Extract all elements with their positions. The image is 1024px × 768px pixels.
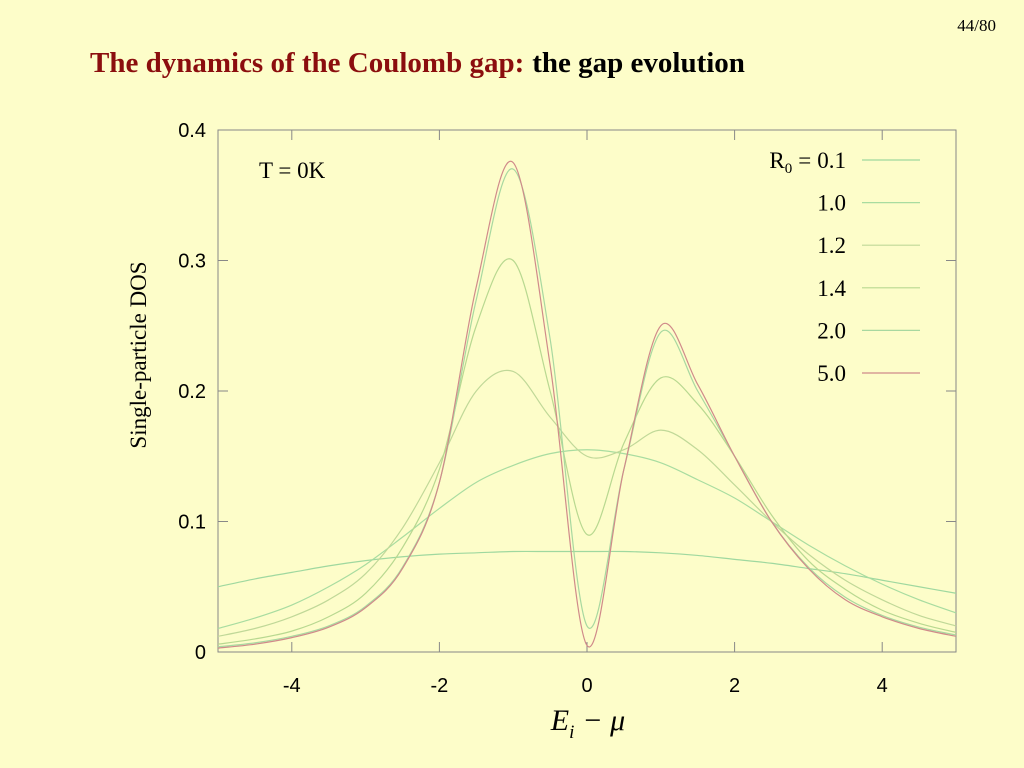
y-tick-label: 0.1: [178, 512, 206, 534]
title-part: The dynamics of the Coulomb gap:: [90, 47, 524, 79]
legend-entry: 1.2: [817, 233, 846, 258]
x-label-rest: − μ: [582, 704, 625, 737]
y-tick-label: 0.4: [178, 120, 206, 142]
slide-title: The dynamics of the Coulomb gap: the gap …: [90, 47, 745, 79]
series-line: [217, 168, 957, 648]
x-axis-label: Ei − μ: [550, 704, 625, 743]
series-line: [217, 449, 957, 630]
x-tick-label: 0: [581, 675, 592, 697]
series-line: [217, 160, 957, 649]
x-tick-label: 4: [877, 675, 888, 697]
page-number: 44/80: [957, 16, 996, 35]
legend-subscript: 0: [785, 161, 793, 177]
y-tick-label: 0.3: [178, 251, 206, 273]
x-tick-label: -2: [431, 675, 449, 697]
legend-entry: 5.0: [817, 361, 846, 386]
series-line: [217, 550, 957, 594]
legend-label: R0 = 0.1: [769, 148, 846, 177]
x-tick-label: -4: [283, 675, 301, 697]
series-line: [217, 369, 957, 637]
annotation: T = 0K: [259, 158, 326, 183]
series-line: [217, 258, 957, 645]
legend-symbol: R: [769, 148, 785, 173]
legend-entry: 0.1: [817, 148, 846, 173]
y-tick-label: 0: [195, 642, 206, 664]
legend-entry: 2.0: [817, 318, 846, 343]
y-tick-label: 0.2: [178, 381, 206, 403]
legend-entry: 1.4: [817, 276, 846, 301]
x-label-subscript: i: [569, 722, 574, 743]
legend-entry: 1.0: [817, 191, 846, 216]
x-tick-label: 2: [729, 675, 740, 697]
title-part: the gap evolution: [532, 47, 745, 79]
legend-equals: =: [798, 148, 811, 173]
x-label-symbol: E: [550, 704, 569, 737]
y-axis-label: Single-particle DOS: [126, 261, 151, 448]
